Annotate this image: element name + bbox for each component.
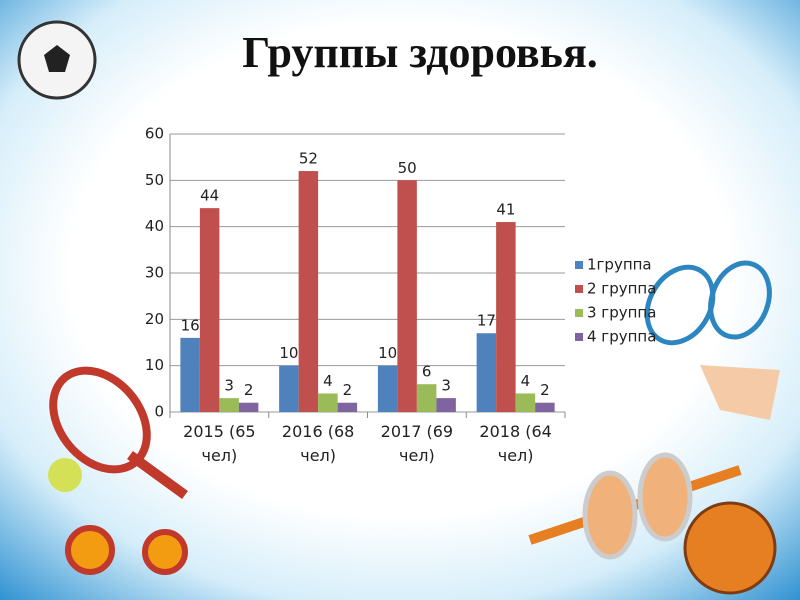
x-tick-label: 2016 (68 чел): [281, 422, 355, 465]
value-label: 2: [244, 381, 254, 399]
bar: [436, 398, 456, 412]
legend-swatch: [575, 333, 583, 341]
badminton-racket: [644, 264, 716, 346]
bar: [377, 365, 398, 412]
bar: [238, 402, 259, 412]
legend-label: 4 группа: [587, 328, 656, 346]
y-tick-label: 20: [145, 310, 164, 328]
value-label: 4: [323, 372, 333, 390]
legend-swatch: [575, 261, 583, 269]
x-tick-label: 2017 (69 чел): [380, 422, 454, 465]
bar: [496, 222, 516, 412]
legend-label: 3 группа: [587, 304, 656, 322]
barbell-plate: [637, 452, 693, 542]
legend-swatch: [575, 309, 583, 317]
bar: [476, 333, 497, 412]
shuttlecock: [700, 365, 780, 420]
value-label: 2: [343, 381, 353, 399]
bar: [318, 393, 338, 412]
value-label: 6: [422, 363, 432, 381]
bar: [298, 171, 319, 412]
value-label: 17: [477, 312, 496, 330]
bar: [416, 384, 437, 412]
bar: [337, 402, 358, 412]
legend-label: 2 группа: [587, 280, 656, 298]
y-tick-label: 50: [145, 171, 164, 189]
value-label: 10: [279, 344, 298, 362]
tennis-ball: [48, 458, 82, 492]
basketball: [683, 501, 777, 595]
bar: [515, 393, 536, 412]
soccer-ball-patch: [44, 45, 70, 72]
y-tick-label: 0: [154, 403, 164, 421]
value-label: 52: [299, 150, 318, 168]
value-label: 41: [496, 201, 515, 219]
bar: [199, 208, 220, 412]
dumbbell: [142, 529, 188, 575]
bar: [535, 402, 555, 412]
racket-handle: [127, 450, 188, 500]
legend-label: 1группа: [587, 256, 652, 274]
y-tick-label: 40: [145, 217, 164, 235]
badminton-racket: [708, 260, 772, 340]
chart-title: Группы здоровья.: [242, 28, 598, 77]
bar: [279, 365, 299, 412]
y-tick-label: 60: [145, 125, 164, 143]
value-label: 10: [378, 344, 397, 362]
value-label: 44: [200, 187, 219, 205]
value-label: 16: [181, 316, 200, 334]
bar: [219, 398, 239, 412]
value-label: 3: [224, 377, 234, 395]
bar: [180, 337, 200, 412]
bar: [397, 180, 417, 412]
value-label: 3: [441, 377, 451, 395]
y-tick-label: 30: [145, 264, 164, 282]
barbell-plate: [582, 470, 638, 560]
y-tick-label: 10: [145, 356, 164, 374]
value-label: 50: [398, 159, 417, 177]
value-label: 2: [540, 381, 550, 399]
dumbbell: [65, 525, 115, 575]
value-label: 4: [521, 372, 531, 390]
x-tick-label: 2018 (64 чел): [479, 422, 552, 465]
legend-swatch: [575, 285, 583, 293]
x-tick-label: 2015 (65 чел): [183, 422, 256, 465]
